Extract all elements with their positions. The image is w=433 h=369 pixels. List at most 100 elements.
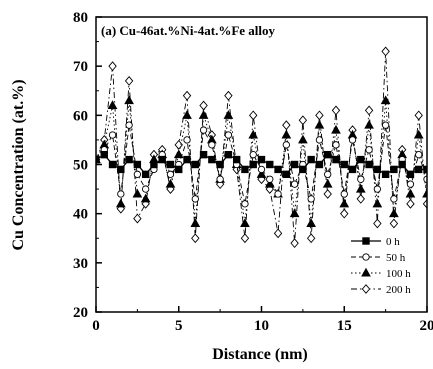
data-point-circle xyxy=(125,121,133,129)
data-point-square xyxy=(299,165,307,174)
data-point-circle xyxy=(315,136,324,144)
data-point-circle xyxy=(141,185,150,193)
legend-label: 50 h xyxy=(386,252,406,264)
data-point-circle xyxy=(365,146,373,154)
data-point-circle xyxy=(166,170,175,178)
data-point-triangle xyxy=(173,149,184,159)
data-point-triangle xyxy=(361,267,371,277)
data-point-circle xyxy=(241,200,249,208)
chart-title: (a) Cu-46at.%Ni-4at.%Fe alloy xyxy=(101,23,276,38)
data-point-square xyxy=(290,160,299,169)
data-point-square xyxy=(266,160,274,169)
x-tick-label: 15 xyxy=(337,318,352,334)
data-point-circle xyxy=(357,175,365,183)
data-point-circle xyxy=(390,195,398,203)
data-point-square xyxy=(415,165,423,174)
data-point-diamond xyxy=(240,233,250,244)
data-point-square xyxy=(232,155,241,164)
data-point-triangle xyxy=(372,198,383,208)
data-point-square xyxy=(381,170,390,179)
data-point-triangle xyxy=(355,183,366,193)
y-axis-title: Cu Concentration (at.%) xyxy=(10,79,27,250)
data-point-diamond xyxy=(290,238,299,249)
data-point-diamond xyxy=(273,228,283,239)
legend: 0 h 50 h 100 h 200 h xyxy=(351,236,411,296)
data-point-triangle xyxy=(289,208,300,218)
data-point-triangle xyxy=(165,178,176,188)
data-point-square xyxy=(324,150,332,159)
data-point-triangle xyxy=(198,110,209,119)
data-point-diamond xyxy=(315,110,324,121)
data-point-square xyxy=(125,155,133,164)
data-point-circle xyxy=(348,136,357,144)
data-point-square xyxy=(362,237,370,245)
series-line-200-h xyxy=(96,51,427,244)
legend-label: 100 h xyxy=(386,268,411,280)
data-point-triangle xyxy=(107,100,118,109)
data-point-circle xyxy=(307,195,315,203)
y-tick-label: 20 xyxy=(73,305,88,321)
data-point-circle xyxy=(108,131,117,139)
data-point-square xyxy=(315,160,324,169)
data-point-circle xyxy=(340,190,348,198)
data-point-diamond xyxy=(356,194,365,204)
data-point-diamond xyxy=(422,198,427,209)
data-point-diamond xyxy=(306,233,316,244)
data-point-triangle xyxy=(322,178,333,188)
x-axis-title: Distance (nm) xyxy=(212,346,308,363)
data-point-diamond xyxy=(331,105,341,116)
data-point-circle xyxy=(266,175,274,183)
data-point-diamond xyxy=(249,110,258,121)
data-point-diamond xyxy=(323,189,332,199)
data-point-circle xyxy=(208,141,216,149)
data-point-square xyxy=(357,155,365,164)
y-tick-label: 70 xyxy=(73,59,88,75)
data-point-circle xyxy=(324,170,332,178)
data-point-diamond xyxy=(298,115,308,126)
data-point-triangle xyxy=(124,95,134,105)
data-point-square xyxy=(241,165,249,174)
data-point-square xyxy=(183,155,191,164)
data-point-square xyxy=(158,155,166,164)
data-point-triangle xyxy=(132,188,143,198)
data-point-square xyxy=(150,160,158,169)
data-point-square xyxy=(141,170,150,179)
data-point-square xyxy=(307,155,315,164)
data-point-square xyxy=(406,170,415,179)
data-point-triangle xyxy=(223,110,234,119)
data-point-circle xyxy=(406,180,415,188)
data-point-diamond xyxy=(389,218,399,229)
data-point-square xyxy=(373,165,382,174)
data-point-square xyxy=(216,160,224,169)
data-point-diamond xyxy=(199,100,208,111)
series-group xyxy=(96,46,427,249)
legend-label: 0 h xyxy=(386,236,400,248)
data-point-triangle xyxy=(182,110,192,119)
data-point-triangle xyxy=(331,124,341,134)
x-tick-label: 10 xyxy=(254,318,269,334)
plot-layer xyxy=(96,46,427,249)
data-point-triangle xyxy=(413,129,424,139)
data-point-triangle xyxy=(256,169,267,178)
y-tick-label: 60 xyxy=(73,108,88,124)
data-point-triangle xyxy=(380,95,391,105)
data-point-square xyxy=(100,150,108,159)
data-point-circle xyxy=(381,121,390,129)
axis-layer: 0 5 10 15 20 20 30 40 50 60 70 80 xyxy=(73,10,433,334)
data-point-circle xyxy=(415,151,423,159)
data-point-square xyxy=(398,160,406,169)
data-point-diamond xyxy=(224,90,233,101)
data-point-triangle xyxy=(115,198,126,208)
data-point-square xyxy=(199,150,208,159)
data-point-diamond xyxy=(133,213,142,224)
data-point-circle xyxy=(133,170,142,178)
data-point-circle xyxy=(183,136,191,144)
data-point-square xyxy=(117,165,125,174)
data-point-circle xyxy=(257,165,266,174)
data-point-circle xyxy=(282,141,290,149)
data-point-triangle xyxy=(364,119,374,129)
data-point-square xyxy=(282,170,291,179)
data-point-circle xyxy=(249,151,257,159)
data-point-triangle xyxy=(339,198,350,208)
